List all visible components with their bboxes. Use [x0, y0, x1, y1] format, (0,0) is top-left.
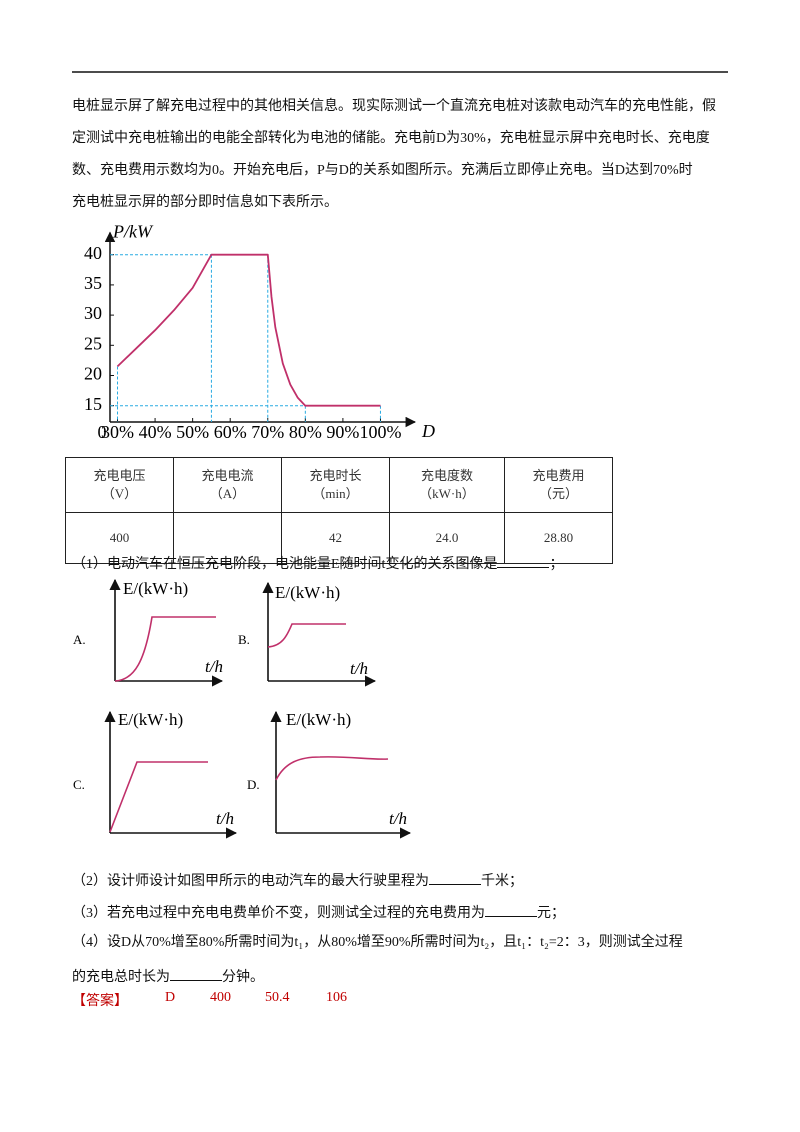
answer-blank: [497, 553, 550, 568]
x-tick-label: 30%: [101, 422, 134, 442]
option-letter: D.: [247, 777, 260, 792]
question: （2）设计师设计如图甲所示的电动汽车的最大行驶里程为 千米；: [72, 870, 523, 891]
header-cell: 充电费用 （元）: [503, 457, 614, 513]
option-y-label: E/(kW·h): [118, 710, 183, 729]
question-text: （2）设计师设计如图甲所示的电动汽车的最大行驶里程为: [72, 874, 429, 889]
option-b-sketch: [262, 581, 377, 687]
question-text: ；: [549, 557, 564, 572]
cell: [172, 512, 282, 564]
question-text: （1）电动汽车在恒压充电阶段，电池能量E随时间t变化的关系图像是: [72, 557, 498, 572]
question: 的充电总时长为 分钟。: [72, 966, 264, 987]
option-y-label: E/(kW·h): [286, 710, 351, 729]
option-y-label: E/(kW·h): [123, 579, 188, 598]
option-a-sketch: [109, 578, 224, 687]
answer-label: 【答案】: [72, 994, 128, 1009]
header-cell: 充电电压 （V）: [65, 457, 174, 513]
header-name: 充电电压: [93, 468, 146, 483]
question-text: 千米；: [481, 874, 523, 889]
x-tick-label: 50%: [176, 422, 209, 442]
paragraph-line: 数、充电费用示数均为0。开始充电后，P与D的关系如图所示。充满后立即停止充电。当…: [72, 163, 693, 178]
answer-blank: [429, 870, 481, 885]
header-name: 充电费用: [532, 468, 585, 483]
cell: 24.0: [388, 512, 505, 564]
origin-label: 0: [98, 422, 107, 442]
paragraph-line: 电桩显示屏了解充电过程中的其他相关信息。现实际测试一个直流充电桩对该款电动汽车的…: [72, 99, 716, 114]
x-tick-label: 70%: [251, 422, 284, 442]
option-y-label: E/(kW·h): [275, 583, 340, 602]
info-table: 充电电压 （V） 充电电流 （A） 充电时长 （min） 充电度数 （kW·h） 充电费…: [65, 457, 614, 564]
x-tick-label: 100%: [359, 422, 401, 442]
option-letter: C.: [73, 777, 85, 792]
question-text: 的充电总时长为: [72, 970, 170, 985]
header-name: 充电电流: [201, 468, 254, 483]
header-cell: 充电时长 （min）: [280, 457, 390, 513]
header-name: 充电时长: [309, 468, 362, 483]
question: （4）设D从70%增至80%所需时间为t₁，从80%增至90%所需时间为t₂，且…: [72, 935, 683, 950]
cell: 400: [65, 512, 174, 564]
question: （1）电动汽车在恒压充电阶段，电池能量E随时间t变化的关系图像是 ；: [72, 553, 563, 574]
answer-blank: [485, 902, 537, 917]
answer-value: 106: [326, 990, 347, 1005]
table-row: 400 42 24.0 28.80: [65, 512, 614, 564]
answer-value: D: [165, 990, 176, 1005]
question: （3）若充电过程中充电电费单价不变，则测试全过程的充电费用为 元；: [72, 902, 565, 923]
y-tick-label: 25: [84, 333, 102, 353]
answer-blank: [170, 966, 222, 981]
answer-value: 50.4: [265, 990, 290, 1005]
header-unit: （A）: [209, 486, 246, 501]
option-x-label: t/h: [389, 809, 407, 828]
y-tick-label: 15: [84, 394, 102, 414]
option-letter: B.: [238, 632, 250, 647]
answer-value: 400: [210, 990, 231, 1005]
x-axis-label: D: [421, 421, 435, 441]
x-tick-label: 40%: [139, 422, 172, 442]
y-tick-label: 30: [84, 303, 102, 323]
cell: 28.80: [503, 512, 614, 564]
header-unit: （元）: [538, 486, 578, 501]
paragraph-line: 定测试中充电桩输出的电能全部转化为电池的储能。充电前D为30%，充电桩显示屏中充…: [72, 131, 710, 146]
option-x-label: t/h: [216, 809, 234, 828]
header-unit: （min）: [312, 486, 359, 501]
question-text: （3）若充电过程中充电电费单价不变，则测试全过程的充电费用为: [72, 906, 485, 921]
header-cell: 充电电流 （A）: [172, 457, 282, 513]
header-unit: （kW·h）: [419, 486, 475, 501]
x-tick-label: 90%: [326, 422, 359, 442]
y-axis-label: P/kW: [112, 222, 154, 242]
paragraph-line: 充电桩显示屏的部分即时信息如下表所示。: [72, 195, 338, 210]
y-tick-label: 35: [84, 273, 102, 293]
power-curve: [116, 253, 381, 407]
option-x-label: t/h: [205, 657, 223, 676]
option-c-sketch: [104, 710, 238, 839]
x-tick-label: 80%: [289, 422, 322, 442]
option-x-label: t/h: [350, 659, 368, 678]
question-text: 元；: [537, 906, 565, 921]
y-tick-label: 20: [84, 364, 102, 384]
option-d-sketch: [270, 710, 412, 839]
question-text: 分钟。: [222, 970, 264, 985]
y-tick-label: 40: [84, 243, 102, 263]
header-name: 充电度数: [420, 468, 473, 483]
header-unit: （V）: [101, 486, 138, 501]
header-cell: 充电度数 （kW·h）: [388, 457, 505, 513]
table-header: 充电电压 （V） 充电电流 （A） 充电时长 （min） 充电度数 （kW·h） 充电费…: [65, 457, 614, 513]
x-tick-label: 60%: [214, 422, 247, 442]
option-letter: A.: [73, 632, 86, 647]
